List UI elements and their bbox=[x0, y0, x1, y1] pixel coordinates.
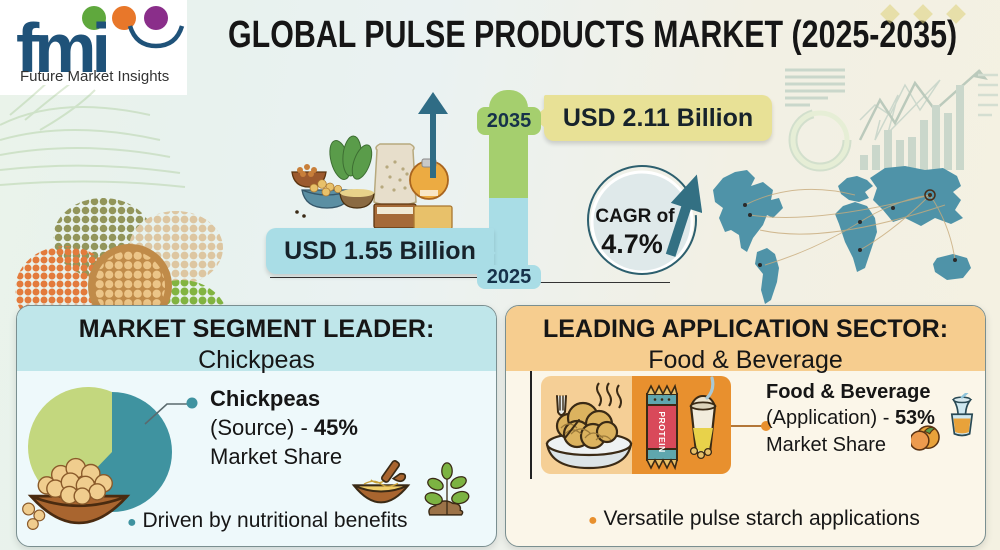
svg-text:PROTEIN: PROTEIN bbox=[657, 411, 667, 452]
svg-text:4.7%: 4.7% bbox=[601, 229, 663, 259]
svg-text:CAGR of: CAGR of bbox=[595, 206, 675, 227]
